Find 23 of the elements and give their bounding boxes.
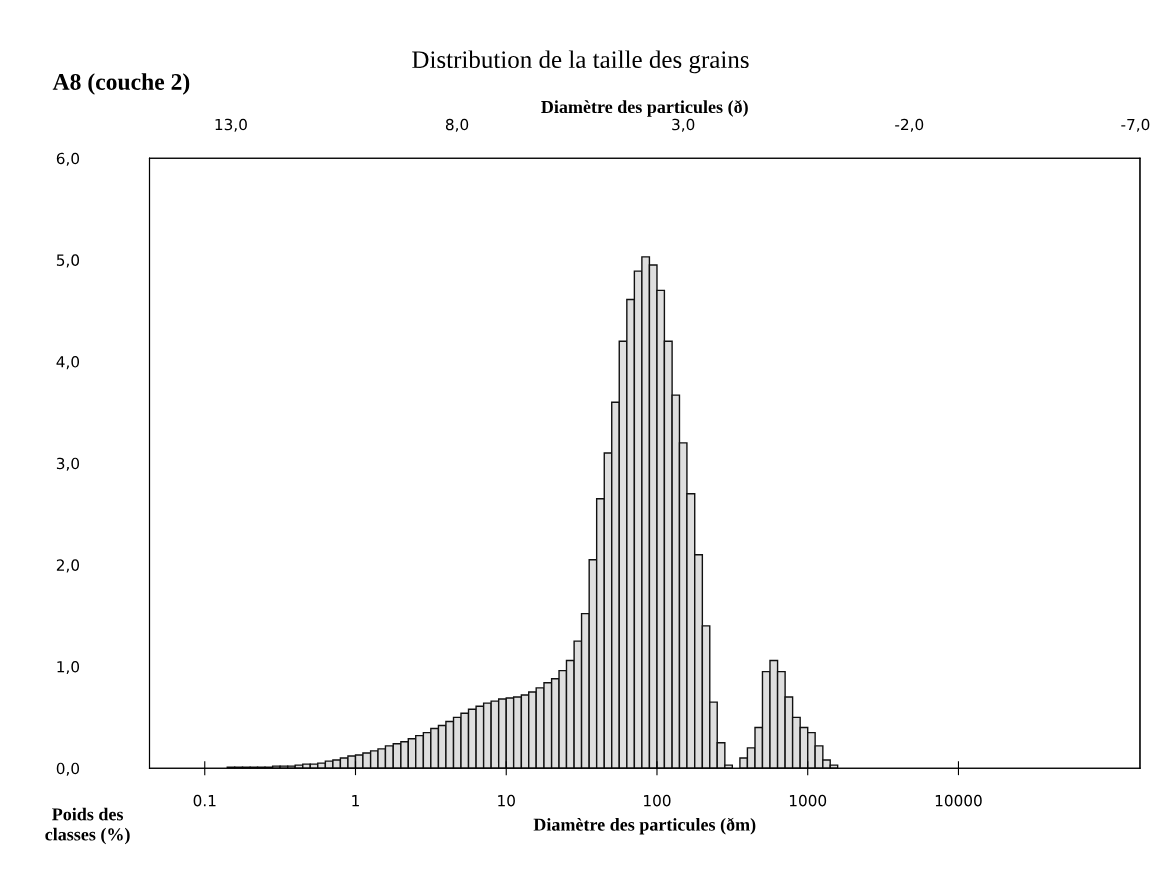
y-tick-label: 1,0 <box>57 661 80 675</box>
x-tick-label: 1 <box>352 795 359 807</box>
x-axis-title: Diamètre des particules (ðm) <box>533 817 756 835</box>
x2-tick-label: 8,0 <box>445 118 469 132</box>
y-tick-label: 4,0 <box>56 356 80 370</box>
y-tick-label: 6,0 <box>56 152 80 166</box>
x-tick-label: 10 <box>498 794 515 807</box>
y-axis-title: Poids des classes (%) <box>45 807 130 845</box>
y-tick-label: 0,0 <box>56 762 80 776</box>
x-tick-label: 1000 <box>789 794 827 807</box>
x-tick-label: 100 <box>644 794 671 807</box>
y-tick-label: 3,0 <box>56 457 80 471</box>
y-tick-label: 2,0 <box>56 559 80 573</box>
x2-tick-label: -2,0 <box>895 118 924 132</box>
x2-tick-label: 13,0 <box>215 118 247 132</box>
y-tick-label: 5,0 <box>56 254 80 268</box>
chart-subtitle: A8 (couche 2) <box>52 73 190 95</box>
x2-tick-label: -7,0 <box>1121 118 1150 132</box>
x2-tick-label: 3,0 <box>672 118 695 132</box>
chart-title: Distribution de la taille des grains <box>412 50 749 74</box>
x-tick-label: 0.1 <box>193 794 216 807</box>
x2-axis-title: Diamètre des particules (ð) <box>541 100 748 117</box>
x-tick-label: 10000 <box>935 794 982 807</box>
